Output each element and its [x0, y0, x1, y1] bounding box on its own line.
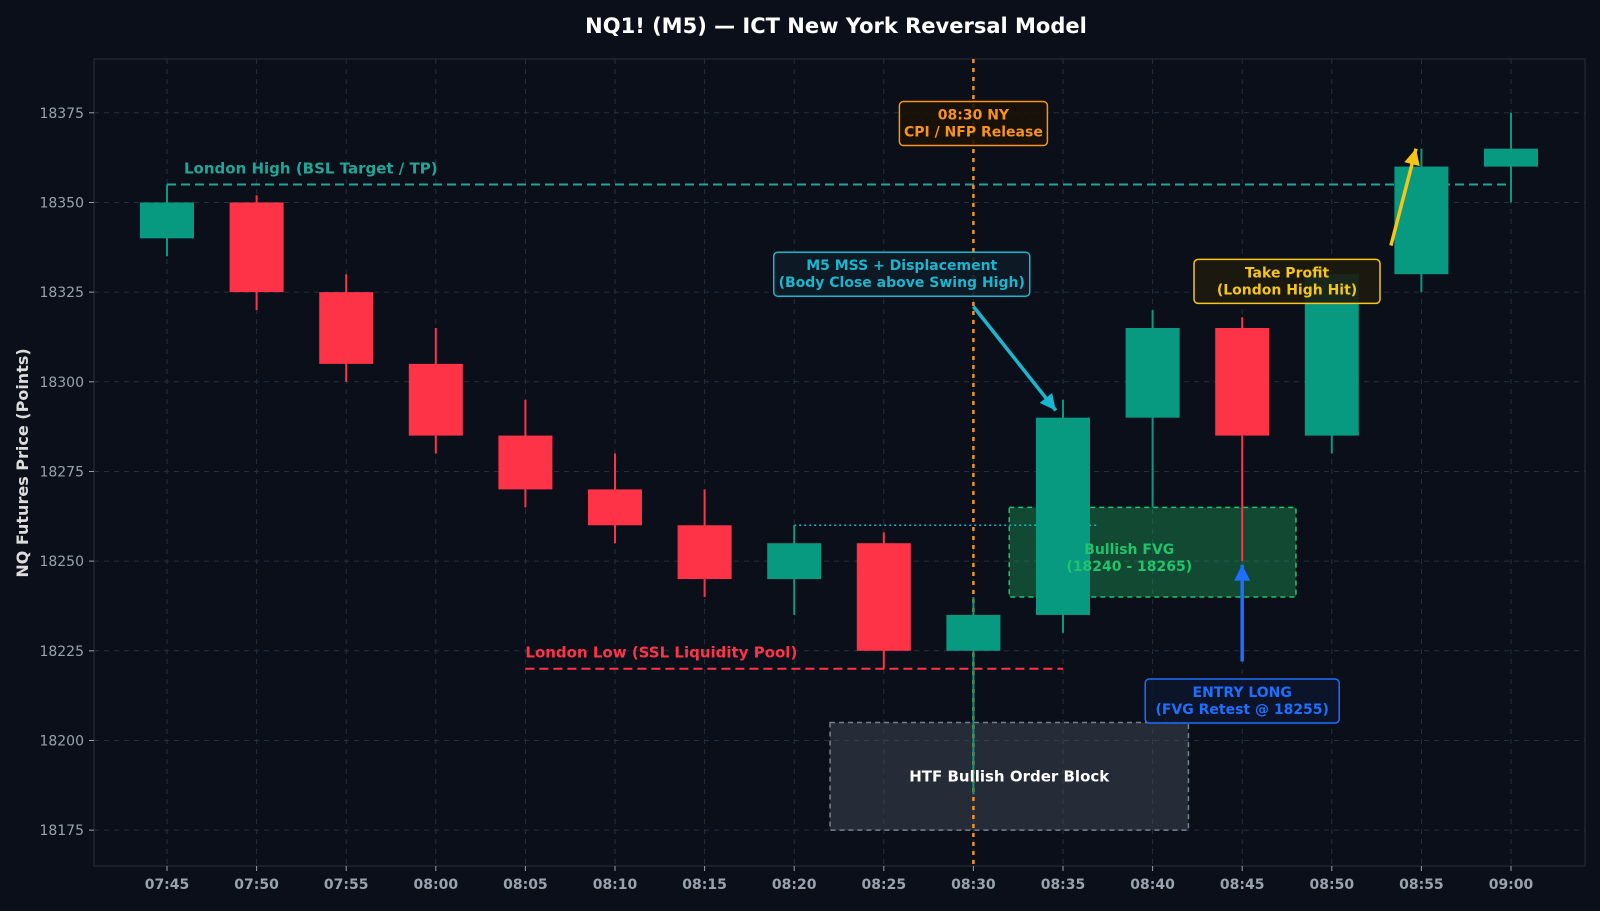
x-tick-label: 08:05: [503, 877, 548, 893]
y-tick-label: 18275: [39, 464, 84, 480]
x-tick-label: 08:40: [1130, 877, 1175, 893]
order-block-label: HTF Bullish Order Block: [909, 767, 1110, 785]
candle-body: [1484, 148, 1538, 167]
entry-label-box: [1144, 678, 1340, 724]
x-tick-label: 08:20: [772, 877, 817, 893]
x-tick-label: 09:00: [1489, 877, 1534, 893]
candle-body: [319, 292, 374, 364]
fvg-label: (18240 - 18265): [1066, 559, 1192, 575]
candle-body: [1036, 417, 1090, 615]
y-tick-label: 18250: [39, 554, 84, 570]
candle-body: [767, 543, 822, 580]
x-tick-label: 08:50: [1310, 877, 1355, 893]
london-low-label: London Low (SSL Liquidity Pool): [525, 644, 797, 662]
order-block-zone: [829, 721, 1190, 831]
candle-body: [677, 525, 732, 580]
tp-label-text: Take Profit: [1245, 265, 1330, 281]
x-tick-label: 07:50: [234, 877, 279, 893]
x-tick-label: 08:55: [1399, 877, 1444, 893]
tp-label-box: [1193, 258, 1381, 305]
tp-label-text: (London High Hit): [1217, 282, 1357, 298]
tp-arrow-head: [1404, 148, 1420, 167]
candle-body: [498, 435, 553, 490]
y-tick-label: 18300: [39, 375, 84, 391]
x-tick-label: 08:10: [593, 877, 638, 893]
y-tick-label: 18200: [39, 733, 84, 749]
mss-label-text: (Body Close above Swing High): [779, 275, 1025, 291]
x-tick-label: 08:30: [951, 877, 996, 893]
x-tick-label: 08:00: [414, 877, 459, 893]
x-tick-label: 08:45: [1220, 877, 1265, 893]
candle-body: [1125, 328, 1180, 418]
y-tick-label: 18350: [39, 195, 84, 211]
x-tick-label: 08:25: [862, 877, 907, 893]
x-tick-label: 07:45: [145, 877, 190, 893]
event-label-text: CPI / NFP Release: [904, 125, 1043, 141]
candle-body: [1394, 166, 1449, 275]
mss-label-text: M5 MSS + Displacement: [806, 258, 997, 274]
candle-body: [856, 543, 911, 651]
candle-body: [946, 614, 1001, 651]
x-tick-label: 07:55: [324, 877, 369, 893]
entry-arrow-head: [1234, 564, 1251, 581]
entry-label-text: (FVG Retest @ 18255): [1155, 702, 1329, 718]
fvg-label: Bullish FVG: [1084, 542, 1174, 558]
y-tick-label: 18375: [39, 106, 84, 122]
mss-arrow-head: [1039, 392, 1056, 411]
event-label-text: 08:30 NY: [938, 108, 1010, 124]
entry-label-text: ENTRY LONG: [1193, 685, 1292, 701]
mss-arrow-shaft: [972, 305, 1058, 412]
event-label-box: [898, 100, 1049, 147]
x-tick-label: 08:15: [682, 877, 727, 893]
y-tick-label: 18175: [39, 823, 84, 839]
candle-body: [140, 202, 194, 239]
y-tick-label: 18325: [39, 285, 84, 301]
tp-arrow-shaft: [1389, 148, 1418, 246]
y-tick-label: 18225: [39, 644, 84, 660]
london-high-label: London High (BSL Target / TP): [184, 160, 438, 178]
plot-background: [93, 58, 1586, 867]
mss-label-box: [772, 251, 1031, 297]
plot-area: 18175 18200 18225 18250 18275 18300 18325 18350…: [39, 58, 1586, 893]
candle-body: [588, 489, 642, 526]
candle-body: [229, 202, 284, 293]
candle-body: [408, 363, 463, 436]
chart-title: NQ1! (M5) — ICT New York Reversal Model: [585, 14, 1087, 38]
y-axis-label: NQ Futures Price (Points): [13, 348, 32, 577]
candle-body: [1215, 328, 1270, 436]
x-tick-label: 08:35: [1041, 877, 1086, 893]
